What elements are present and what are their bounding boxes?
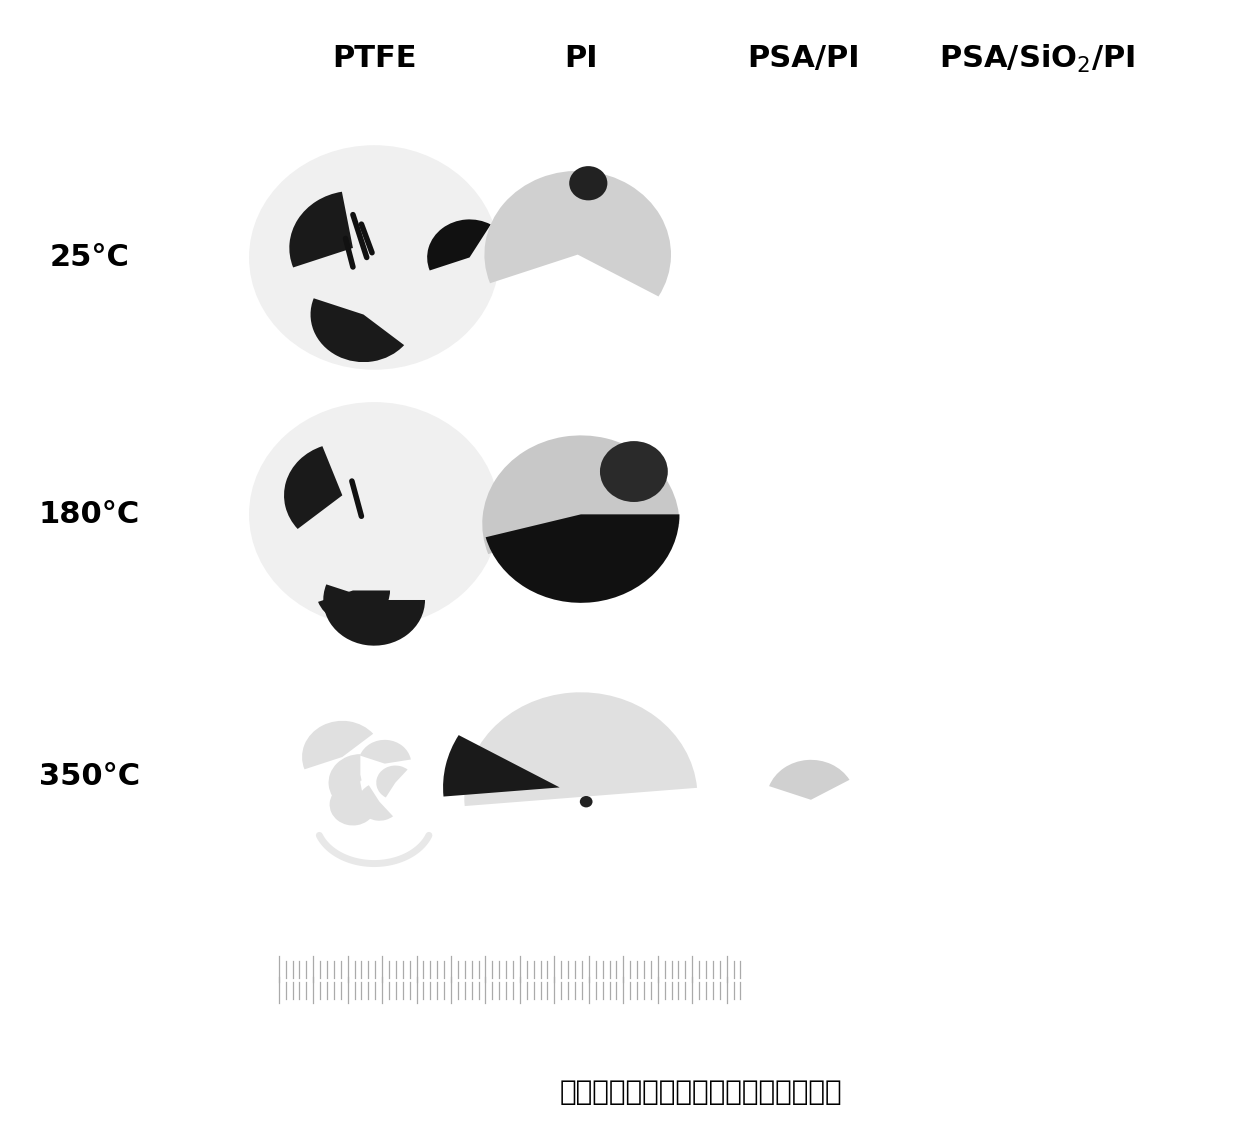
Wedge shape: [289, 191, 353, 268]
Wedge shape: [303, 721, 373, 769]
Text: 25°C: 25°C: [50, 243, 129, 272]
Wedge shape: [769, 760, 849, 799]
Wedge shape: [324, 584, 425, 645]
Text: 180°C: 180°C: [38, 500, 140, 529]
Text: PSA/SiO$_2$/PI: PSA/SiO$_2$/PI: [939, 43, 1135, 74]
Wedge shape: [600, 441, 668, 502]
Text: PSA/PI: PSA/PI: [748, 44, 859, 73]
Circle shape: [580, 796, 593, 807]
Wedge shape: [376, 766, 408, 797]
Wedge shape: [443, 735, 559, 796]
Wedge shape: [310, 298, 404, 363]
Wedge shape: [319, 590, 391, 624]
Text: 350°C: 350°C: [38, 761, 140, 790]
Wedge shape: [360, 740, 410, 763]
Wedge shape: [330, 767, 361, 786]
Wedge shape: [569, 167, 608, 200]
Wedge shape: [485, 171, 671, 296]
Wedge shape: [358, 785, 393, 821]
Text: PI: PI: [564, 44, 598, 73]
Text: PTFE: PTFE: [332, 44, 417, 73]
Circle shape: [249, 145, 500, 369]
Circle shape: [249, 402, 500, 627]
Wedge shape: [486, 515, 680, 602]
Wedge shape: [464, 692, 697, 806]
Wedge shape: [330, 794, 376, 825]
Wedge shape: [482, 436, 680, 554]
Wedge shape: [329, 754, 366, 811]
Wedge shape: [284, 446, 342, 529]
Text: 四种隔膜在不同温度下处理后的外观图: 四种隔膜在不同温度下处理后的外观图: [559, 1079, 842, 1106]
Wedge shape: [427, 220, 491, 270]
